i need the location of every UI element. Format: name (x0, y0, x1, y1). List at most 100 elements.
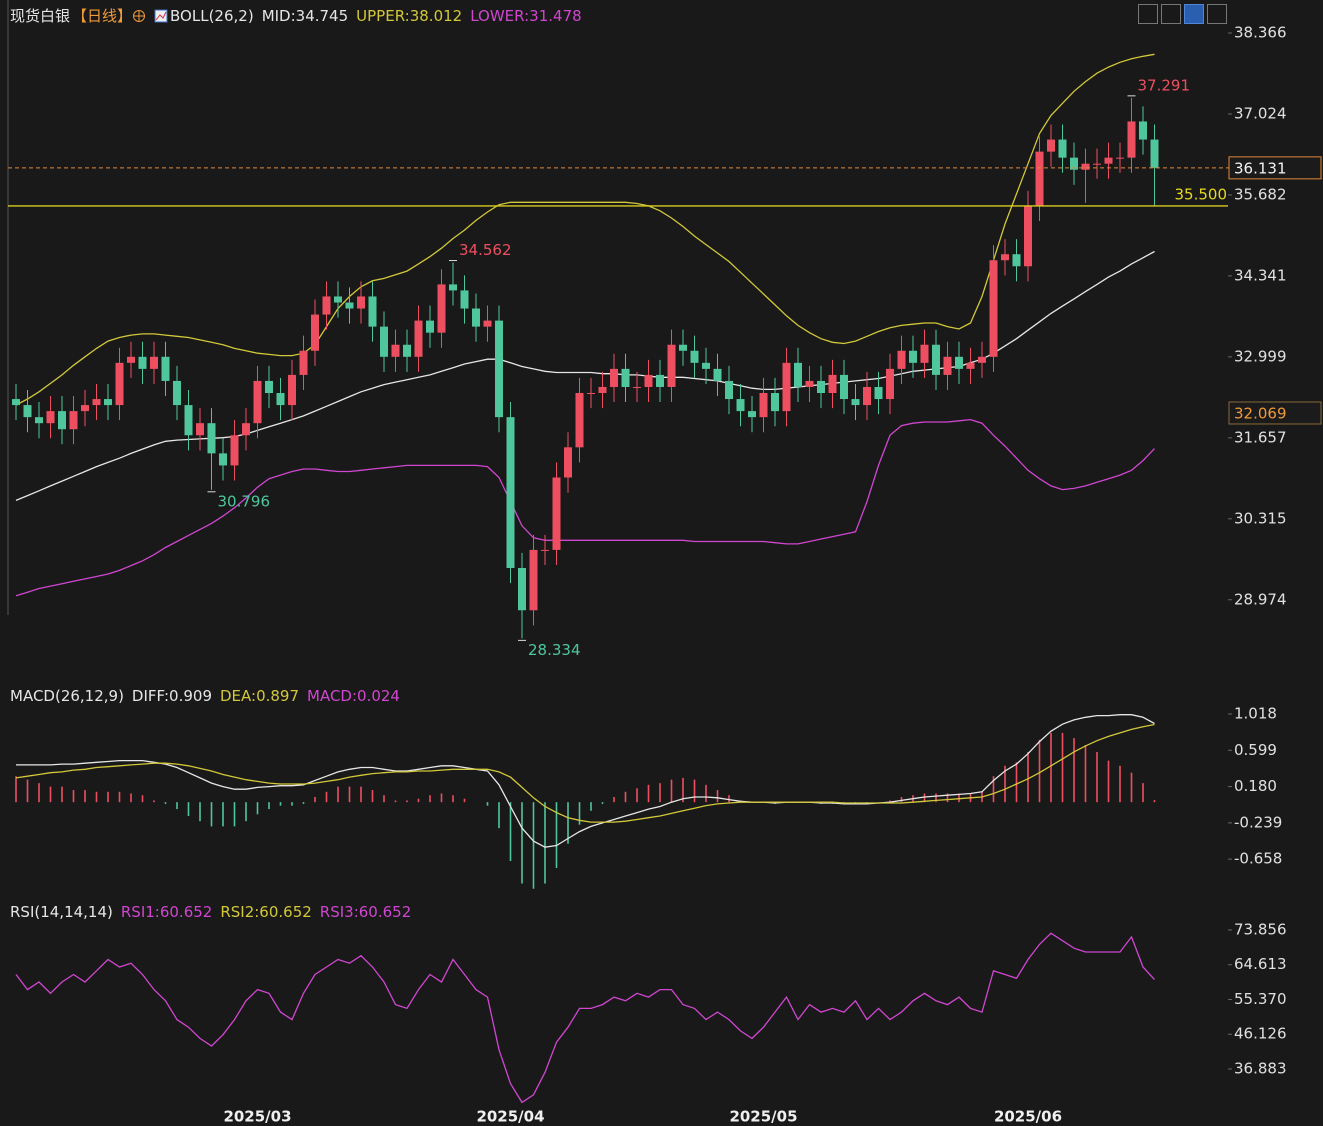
candle-body (943, 356, 952, 375)
candle-body (1081, 163, 1090, 170)
candle-body (713, 368, 722, 381)
toolbar (1138, 4, 1227, 24)
y-tick-label: 38.366 (1234, 23, 1287, 41)
macd-line (16, 714, 1155, 848)
legend-entry: LOWER:31.478 (470, 6, 582, 25)
candle-body (426, 320, 434, 333)
candle-body (851, 399, 860, 406)
y-tick-label: 0.599 (1234, 741, 1277, 759)
legend-entry: RSI3:60.652 (319, 903, 412, 921)
candle-body (989, 260, 998, 357)
legend-entry: RSI1:60.652 (120, 903, 213, 921)
candle-body (679, 344, 687, 351)
candle-body (932, 344, 940, 375)
candle-body (104, 399, 112, 406)
indicator-icon[interactable] (154, 9, 168, 23)
candle-body (978, 356, 986, 363)
candle-body (886, 368, 894, 400)
candle-body (1070, 157, 1078, 170)
candle-body (184, 405, 193, 436)
indicator: BOLL(26,2) (170, 6, 254, 25)
candle-body (449, 284, 457, 291)
candle-body (380, 326, 388, 357)
candle-body (552, 477, 561, 550)
candle-body (863, 386, 871, 406)
candle-body (345, 302, 354, 309)
candle-body (840, 374, 848, 400)
candle-body (725, 380, 733, 400)
candle-body (874, 386, 883, 400)
candle-body (771, 393, 779, 412)
candle-body (541, 549, 549, 551)
candle-body (150, 356, 158, 369)
current-price-tag: 36.131 (1234, 159, 1287, 177)
price-tag-box (1228, 156, 1322, 180)
candle-body (276, 393, 285, 406)
candle-body (1093, 163, 1101, 165)
high-label: 34.562 (459, 241, 512, 259)
candle-body (736, 399, 745, 412)
candle-body (391, 344, 400, 357)
tool-button[interactable] (1161, 4, 1181, 24)
candle-body (1035, 151, 1044, 206)
candle-body (58, 411, 66, 430)
candle-body (587, 393, 595, 395)
boll-line (15, 53, 1155, 406)
price-header: 现货白银 【日线】 BOLL(26,2) MID:34.745 UPPER:38.… (10, 5, 582, 26)
candle-body (483, 320, 492, 327)
candle-body (644, 374, 653, 387)
y-tick-label: 1.018 (1234, 705, 1277, 723)
legend-entry: RSI2:60.652 (220, 903, 312, 921)
candle-body (575, 393, 584, 448)
y-tick-label: 36.883 (1234, 1059, 1287, 1077)
candle-body (702, 362, 710, 369)
high-label: 37.291 (1138, 76, 1191, 94)
tool-button[interactable] (1207, 4, 1227, 24)
candle-body (610, 368, 618, 387)
tool-button[interactable] (1184, 4, 1204, 24)
legend-entry: MACD:0.024 (307, 687, 400, 705)
candle-body (955, 356, 963, 369)
candle-body (219, 453, 227, 466)
candle-body (633, 386, 641, 388)
candle-body (966, 362, 975, 369)
x-tick-label: 2025/06 (994, 1108, 1062, 1126)
y-tick-label: 73.856 (1234, 920, 1287, 938)
y-tick-label: -0.239 (1234, 813, 1282, 831)
candle-body (403, 344, 411, 357)
candle-body (529, 549, 538, 611)
candle-body (265, 380, 273, 394)
x-tick-label: 2025/03 (223, 1108, 291, 1126)
title: RSI(14,14,14) (10, 903, 113, 921)
tool-button[interactable] (1138, 4, 1158, 24)
title: 现货白银 (10, 7, 71, 25)
candle-body (1012, 254, 1021, 267)
period[interactable]: 【日线】 (72, 7, 133, 25)
boll-line (15, 250, 1155, 501)
candle-body (288, 374, 296, 406)
candle-body (12, 399, 20, 406)
candle-body (334, 296, 342, 303)
candle-body (322, 296, 331, 315)
candle-body (437, 284, 446, 333)
add-icon[interactable] (132, 9, 146, 23)
candle-body (621, 368, 630, 387)
candle-body (794, 362, 802, 387)
candle-body (460, 290, 469, 309)
candle-body (311, 314, 319, 351)
candle-body (357, 296, 365, 309)
y-tick-label: 31.657 (1234, 428, 1287, 446)
y-tick-label: 55.370 (1234, 990, 1287, 1008)
candle-body (1116, 157, 1124, 159)
candle-body (92, 399, 101, 406)
candle-body (35, 417, 43, 424)
y-tick-label: 34.341 (1234, 266, 1287, 284)
candle-body (230, 435, 239, 466)
candle-body (759, 393, 768, 418)
candle-body (23, 405, 32, 418)
x-tick-label: 2025/04 (476, 1108, 544, 1126)
macd-line (15, 723, 1155, 823)
candle-body (1127, 121, 1136, 158)
price-tag: 32.069 (1234, 404, 1287, 422)
boll-line (15, 418, 1155, 597)
